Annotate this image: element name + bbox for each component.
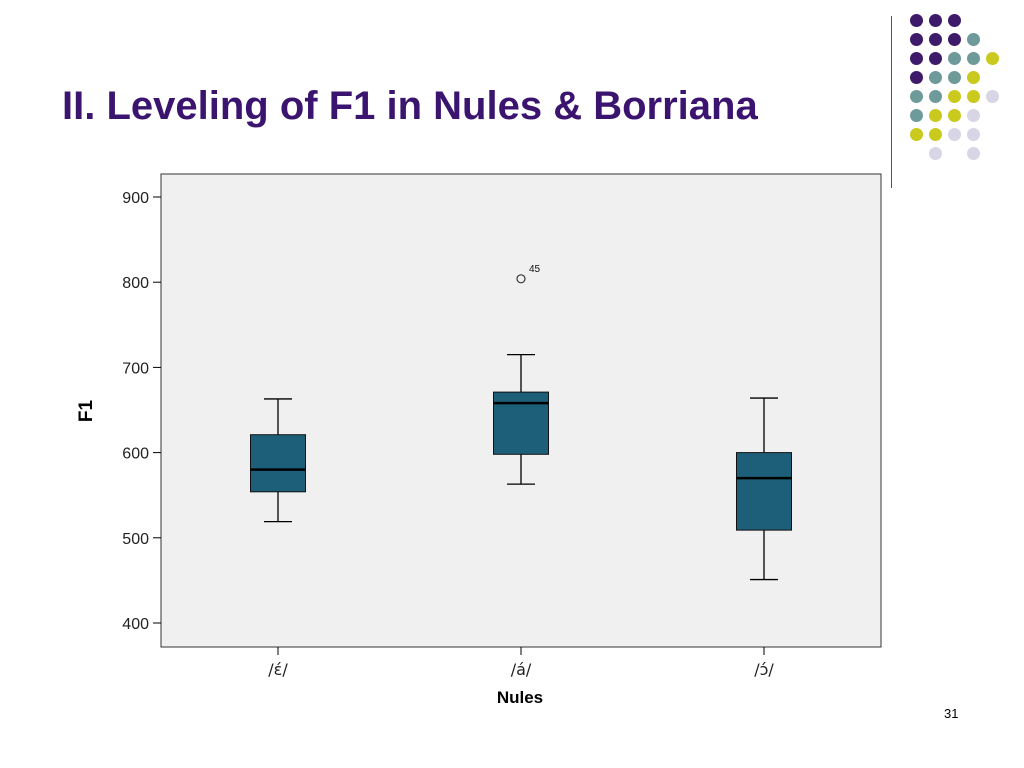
decorative-dot — [910, 14, 923, 27]
box-iqr — [736, 452, 792, 531]
decorative-dot — [929, 33, 942, 46]
decorative-dot — [967, 147, 980, 160]
decorative-dot — [967, 109, 980, 122]
decorative-divider — [891, 16, 892, 188]
decorative-dot — [967, 33, 980, 46]
decorative-dot — [910, 71, 923, 84]
outlier-point — [516, 274, 526, 284]
decorative-dot — [929, 71, 942, 84]
y-tick-label: 400 — [122, 616, 149, 633]
decorative-dot — [967, 52, 980, 65]
decorative-dot — [967, 90, 980, 103]
decorative-dot — [929, 52, 942, 65]
x-tick-label: /ɔ́/ — [754, 660, 774, 679]
y-tick-label: 600 — [122, 446, 149, 463]
page-number: 31 — [944, 706, 959, 721]
decorative-dot — [967, 71, 980, 84]
decorative-dot — [986, 90, 999, 103]
box-iqr — [493, 391, 549, 455]
outlier-label: 45 — [529, 264, 541, 275]
box-iqr — [250, 434, 306, 493]
slide-title: II. Leveling of F1 in Nules & Borriana — [62, 84, 758, 128]
decorative-dot — [948, 14, 961, 27]
y-axis-label: F1 — [76, 399, 97, 422]
decorative-dot-grid — [910, 14, 1010, 164]
decorative-dot — [986, 52, 999, 65]
decorative-dot — [910, 90, 923, 103]
decorative-dot — [948, 52, 961, 65]
y-tick-label: 900 — [122, 190, 149, 207]
y-tick-label: 700 — [122, 360, 149, 377]
x-tick-label: /ɛ́/ — [268, 660, 288, 679]
decorative-dot — [929, 14, 942, 27]
x-axis-label: Nules — [497, 688, 543, 707]
decorative-dot — [910, 52, 923, 65]
decorative-dot — [948, 128, 961, 141]
decorative-dot — [948, 90, 961, 103]
decorative-dot — [948, 71, 961, 84]
decorative-dot — [910, 33, 923, 46]
decorative-dot — [929, 147, 942, 160]
decorative-dot — [948, 109, 961, 122]
decorative-dot — [910, 109, 923, 122]
decorative-dot — [929, 90, 942, 103]
decorative-dot — [929, 128, 942, 141]
decorative-dot — [929, 109, 942, 122]
decorative-dot — [967, 128, 980, 141]
x-tick-label: /á/ — [511, 660, 532, 679]
decorative-dot — [948, 33, 961, 46]
decorative-dot — [910, 128, 923, 141]
y-tick-label: 800 — [122, 275, 149, 292]
y-tick-label: 500 — [122, 531, 149, 548]
